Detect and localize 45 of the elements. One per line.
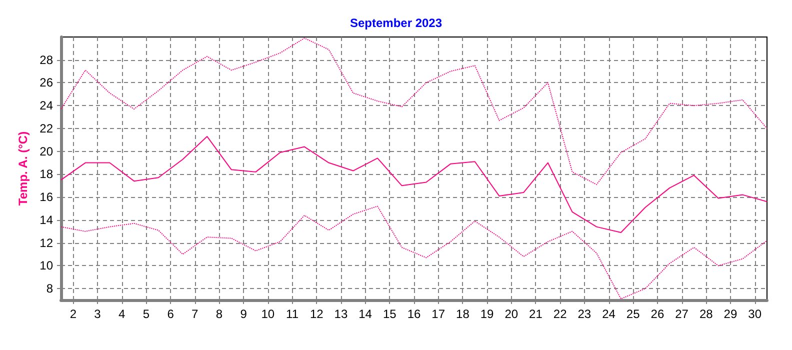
x-tick-label: 27 [675,307,689,321]
x-tick-label: 28 [699,307,714,321]
x-tick-label: 4 [118,307,126,321]
x-tick-label: 25 [626,307,640,321]
x-tick-label: 13 [334,307,348,321]
line-series [60,38,768,186]
y-tick-label: 24 [40,98,54,113]
y-tick-label: 18 [40,167,54,182]
x-tick-label: 2 [70,307,77,321]
y-tick-label: 20 [40,144,54,158]
x-tick-label: 29 [724,307,738,321]
x-tick-label: 3 [94,307,102,321]
x-tick-label: 17 [432,307,446,321]
x-tick-label: 23 [578,307,592,321]
x-tick-label: 18 [456,307,470,321]
x-tick-label: 11 [286,307,299,321]
x-tick-label: 8 [216,307,223,321]
x-tick-label: 24 [602,307,616,321]
y-axis-title: Temp. A. (°C) [16,131,30,206]
x-tick-label: 7 [192,307,199,321]
x-tick-label: 16 [407,307,421,321]
chart-title: September 2023 [350,16,442,30]
x-tick-label: 19 [480,307,494,321]
y-tick-label: 10 [40,258,54,273]
y-tick-label: 12 [40,236,54,250]
x-tick-label: 9 [240,307,248,321]
x-tick-label: 22 [553,307,568,321]
y-tick-label: 26 [40,76,54,90]
y-tick-label: 16 [40,190,54,204]
x-tick-label: 26 [650,307,664,321]
y-tick-label: 14 [40,212,54,227]
y-tick-label: 28 [40,52,54,67]
x-tick-label: 21 [529,307,543,321]
x-tick-label: 6 [167,307,174,321]
x-tick-label: 10 [261,307,275,321]
x-tick-label: 15 [382,307,397,321]
x-tick-label: 5 [142,307,150,321]
y-tick-label: 22 [40,121,54,136]
x-tick-label: 12 [310,307,324,321]
x-tick-label: 30 [748,307,762,321]
line-series [60,136,768,234]
line-series [60,206,768,300]
x-tick-label: 14 [358,307,372,321]
y-tick-label: 8 [46,282,54,296]
x-tick-label: 20 [504,307,518,321]
